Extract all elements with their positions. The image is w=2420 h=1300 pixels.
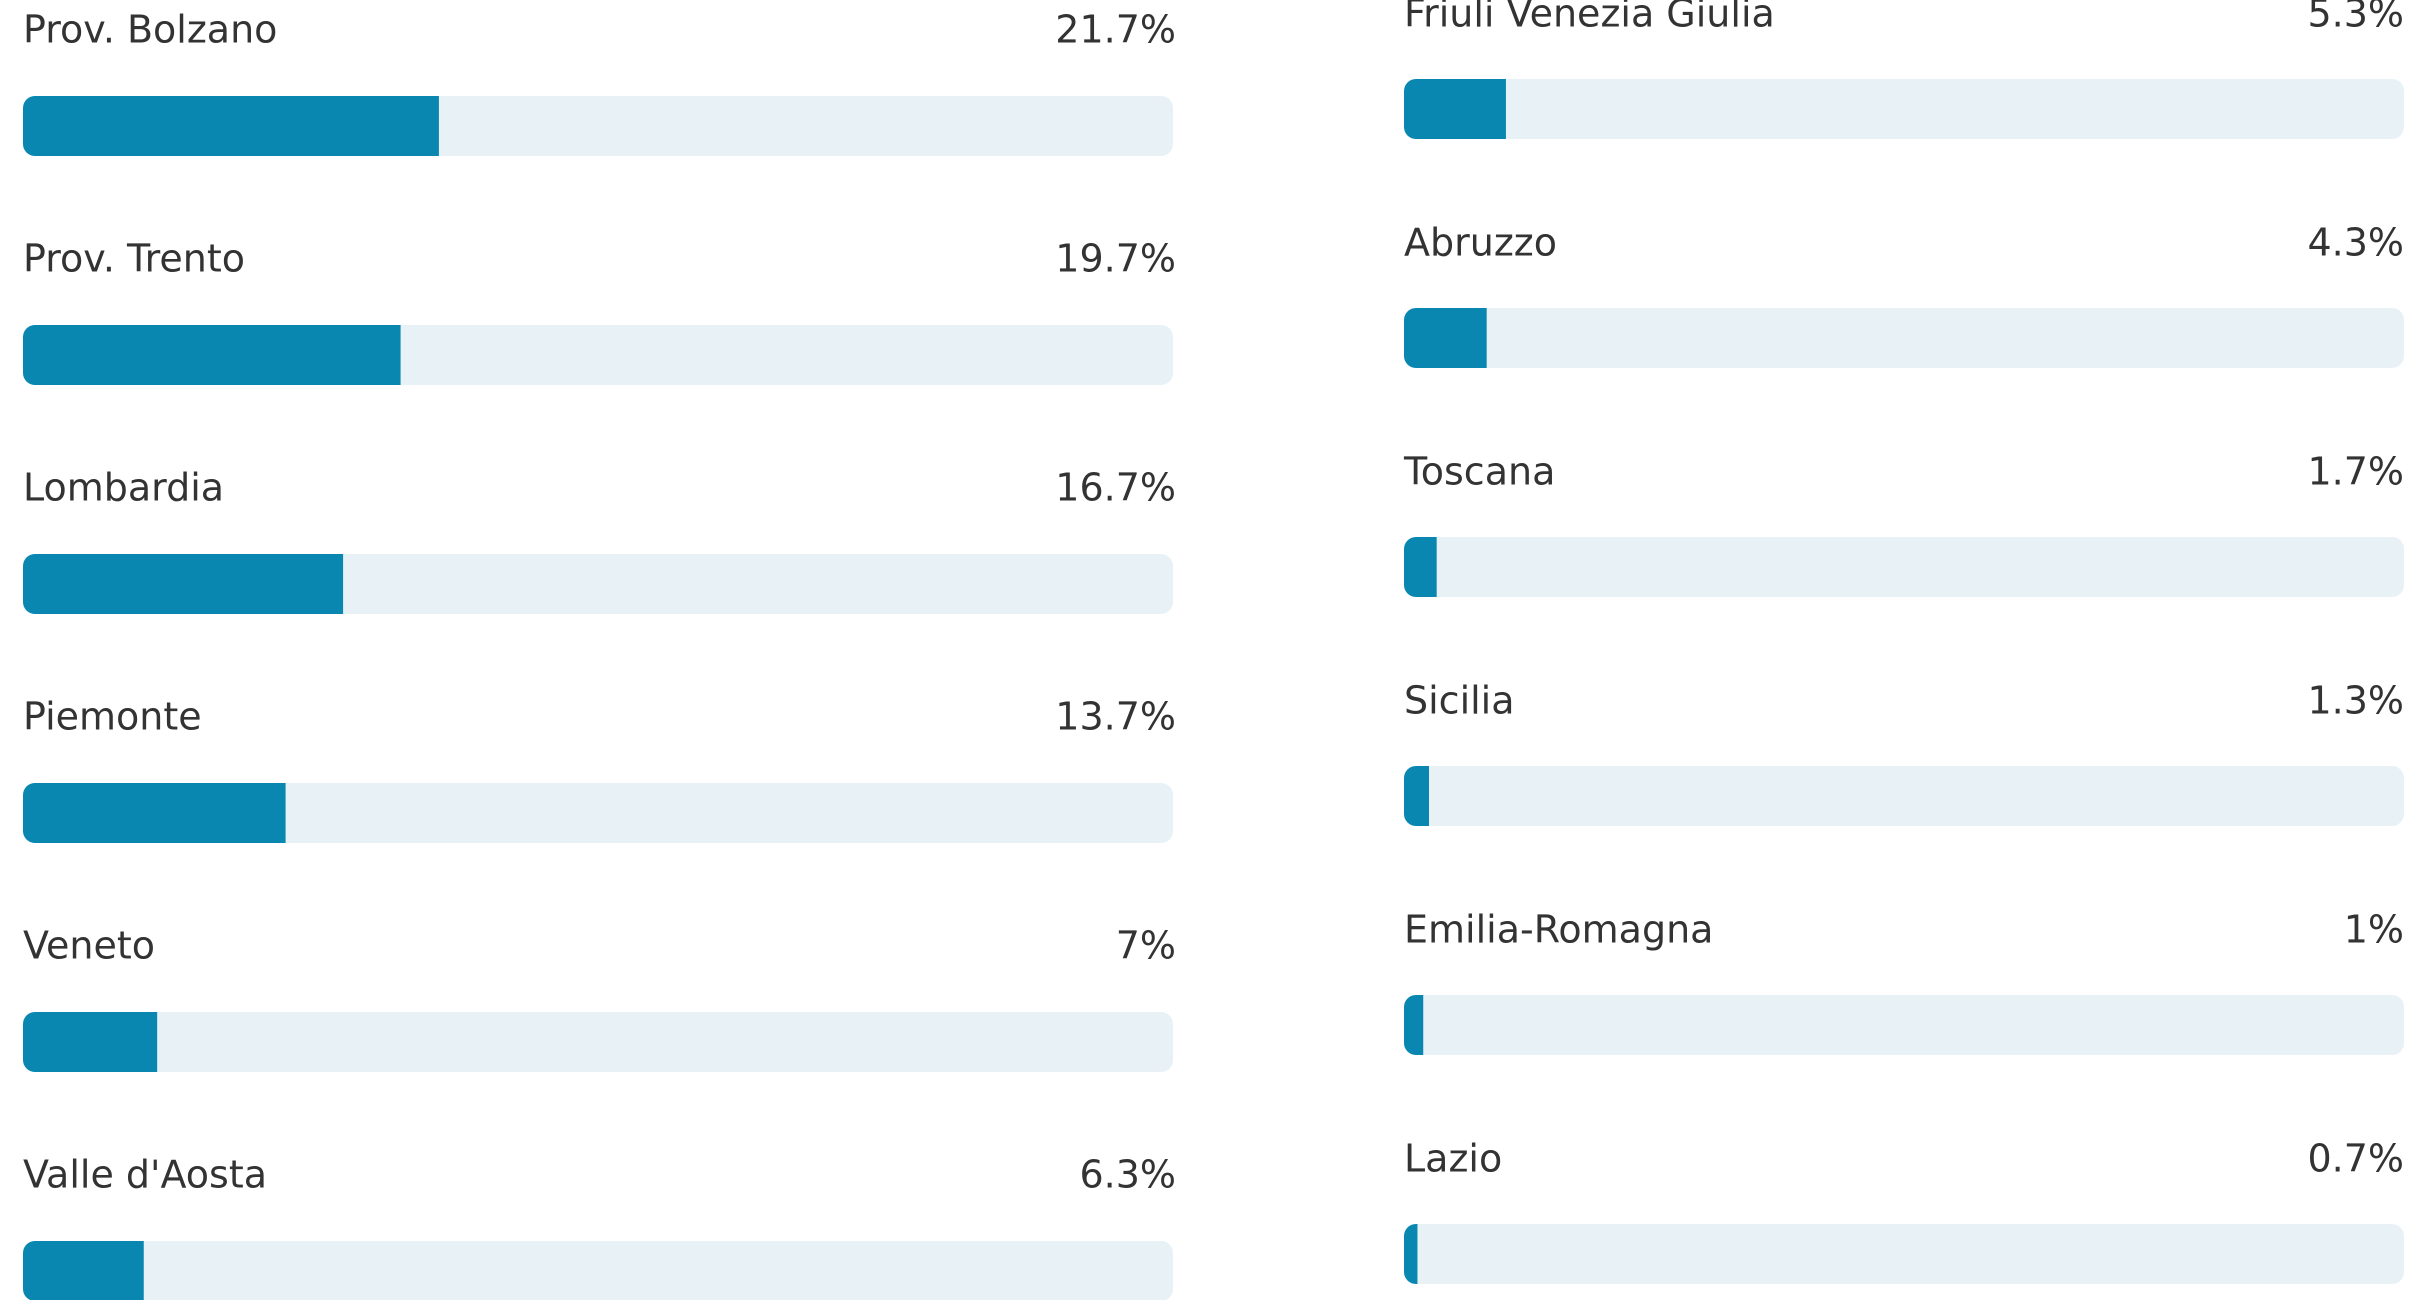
category-label: Toscana — [1403, 450, 1555, 494]
bar — [1404, 308, 1487, 368]
value-label: 1% — [2344, 908, 2404, 952]
value-label: 6.3% — [1079, 1153, 1176, 1197]
value-label: 0.7% — [2307, 1137, 2404, 1181]
category-label: Prov. Trento — [23, 237, 245, 281]
category-label: Prov. Bolzano — [23, 8, 277, 52]
value-label: 16.7% — [1055, 466, 1176, 510]
bar — [1404, 766, 1429, 826]
bar — [23, 96, 439, 156]
bar — [23, 325, 401, 385]
bar — [23, 1012, 158, 1072]
bar — [23, 783, 286, 843]
category-label: Valle d'Aosta — [23, 1153, 267, 1197]
category-label: Veneto — [23, 924, 155, 968]
value-label: 4.3% — [2307, 221, 2404, 265]
value-label: 13.7% — [1055, 695, 1176, 739]
bar-track — [1404, 766, 2404, 826]
bar — [1404, 995, 1424, 1055]
category-label: Emilia-Romagna — [1404, 908, 1713, 952]
value-label: 21.7% — [1055, 8, 1176, 52]
value-label: 19.7% — [1055, 237, 1176, 281]
bar — [1404, 1224, 1418, 1284]
bar — [1404, 537, 1437, 597]
bar — [1404, 79, 1506, 139]
bar-track — [1404, 79, 2404, 139]
bar-track — [1404, 308, 2404, 368]
value-label: 5.3% — [2307, 0, 2404, 36]
value-label: 1.3% — [2307, 679, 2404, 723]
value-label: 7% — [1116, 924, 1176, 968]
category-label: Abruzzo — [1404, 221, 1557, 265]
category-label: Lazio — [1404, 1137, 1502, 1181]
bar-track — [23, 1241, 1173, 1300]
bar-track — [1404, 995, 2404, 1055]
bar-track — [1404, 1224, 2404, 1284]
bar-track — [1404, 537, 2404, 597]
value-label: 1.7% — [2307, 450, 2404, 494]
category-label: Lombardia — [23, 466, 224, 510]
category-label: Sicilia — [1404, 679, 1515, 723]
bar — [23, 554, 344, 614]
category-label: Friuli Venezia Giulia — [1404, 0, 1775, 36]
category-label: Piemonte — [23, 695, 202, 739]
bar-track — [23, 783, 1173, 843]
bar — [23, 1241, 144, 1300]
bar-track — [23, 1012, 1173, 1072]
